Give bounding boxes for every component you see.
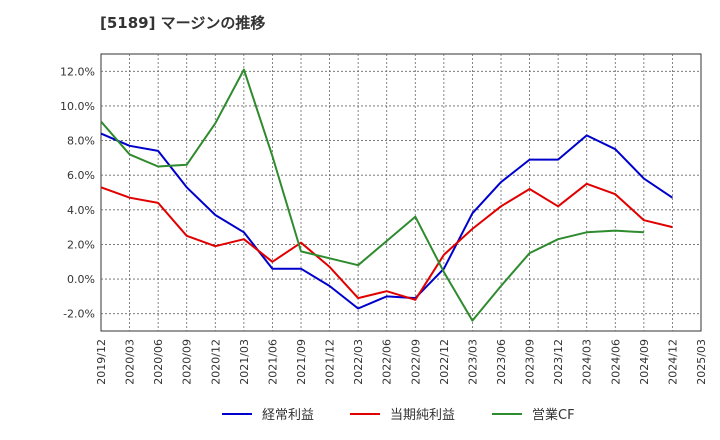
x-tick-label: 2021/03 — [238, 339, 251, 385]
x-tick-label: 2024/06 — [609, 339, 622, 385]
y-tick-label: 4.0% — [67, 204, 95, 217]
legend-label: 経常利益 — [262, 408, 314, 423]
y-tick-label: 10.0% — [60, 100, 95, 113]
grid-lines — [101, 54, 701, 331]
y-tick-label: -2.0% — [63, 308, 95, 321]
y-tick-label: 12.0% — [60, 65, 95, 78]
legend-label: 当期純利益 — [390, 408, 455, 423]
x-tick-label: 2023/03 — [466, 339, 479, 385]
y-tick-label: 8.0% — [67, 135, 95, 148]
series-line-1 — [100, 132, 673, 310]
x-tick-label: 2020/09 — [181, 339, 194, 385]
x-tick-label: 2023/12 — [552, 339, 565, 385]
series-line-2 — [100, 182, 673, 301]
series-line-3 — [100, 68, 644, 322]
y-tick-label: 6.0% — [67, 169, 95, 182]
x-tick-label: 2025/03 — [695, 339, 708, 385]
x-tick-label: 2020/12 — [209, 339, 222, 385]
x-tick-label: 2021/06 — [266, 339, 279, 385]
y-tick-label: 2.0% — [67, 238, 95, 251]
x-tick-label: 2024/09 — [638, 339, 651, 385]
series-lines — [100, 68, 673, 322]
chart-title: [5189] マージンの推移 — [100, 14, 266, 32]
x-tick-label: 2019/12 — [95, 339, 108, 385]
x-tick-label: 2022/06 — [381, 339, 394, 385]
legend-label: 営業CF — [532, 407, 575, 423]
legend: 経常利益 当期純利益 営業CF — [222, 407, 575, 423]
plot-area — [100, 53, 702, 332]
y-tick-label: 0.0% — [67, 273, 95, 286]
x-tick-label: 2024/12 — [666, 339, 679, 385]
x-tick-label: 2022/03 — [352, 339, 365, 385]
x-tick-label: 2022/09 — [409, 339, 422, 385]
x-tick-label: 2023/09 — [524, 339, 537, 385]
x-tick-label: 2020/06 — [152, 339, 165, 385]
x-tick-label: 2022/12 — [438, 339, 451, 385]
axis-ticks: -2.0% 0.0% 2.0% 4.0% 6.0% 8.0% 10.0% 12.0% 2019/… — [60, 65, 708, 384]
x-tick-label: 2023/06 — [495, 339, 508, 385]
x-tick-label: 2024/03 — [581, 339, 594, 385]
x-tick-label: 2021/09 — [295, 339, 308, 385]
x-tick-label: 2020/03 — [124, 339, 137, 385]
x-tick-label: 2021/12 — [324, 339, 337, 385]
